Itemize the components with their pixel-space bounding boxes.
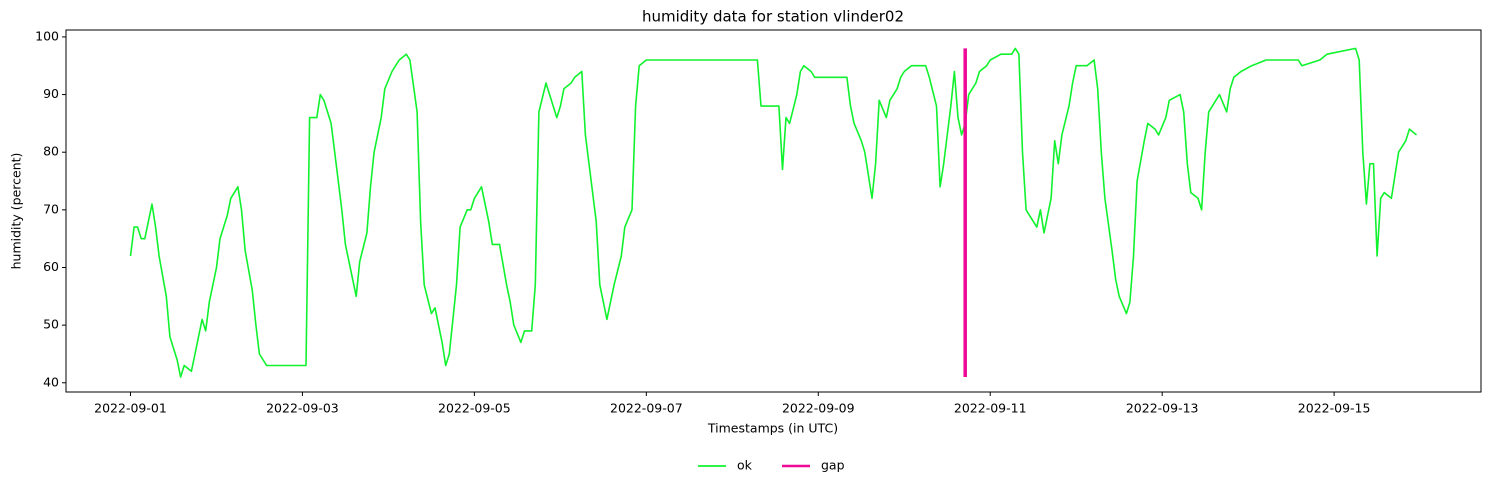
- x-tick-label: 2022-09-15: [1298, 401, 1371, 416]
- y-tick-label: 60: [43, 259, 59, 274]
- x-tick-label: 2022-09-07: [610, 401, 683, 416]
- y-axis-label: humidity (percent): [9, 153, 24, 270]
- x-tick-label: 2022-09-13: [1126, 401, 1199, 416]
- x-tick-label: 2022-09-09: [782, 401, 855, 416]
- y-tick-label: 80: [43, 144, 59, 159]
- x-tick-label: 2022-09-05: [438, 401, 511, 416]
- y-tick-label: 70: [43, 201, 59, 216]
- chart-title: humidity data for station vlinder02: [642, 8, 904, 26]
- x-tick-label: 2022-09-11: [954, 401, 1027, 416]
- series-line: [129, 47, 1418, 378]
- legend-label: ok: [737, 458, 753, 473]
- x-tick-label: 2022-09-03: [266, 401, 339, 416]
- y-tick-label: 90: [43, 86, 59, 101]
- x-tick-label: 2022-09-01: [94, 401, 167, 416]
- y-tick-label: 50: [43, 317, 59, 332]
- x-axis-label: Timestamps (in UTC): [707, 421, 838, 436]
- plot-frame: [65, 29, 1482, 393]
- y-tick-label: 100: [35, 28, 59, 43]
- y-tick-label: 40: [43, 374, 59, 389]
- legend-label: gap: [821, 458, 845, 473]
